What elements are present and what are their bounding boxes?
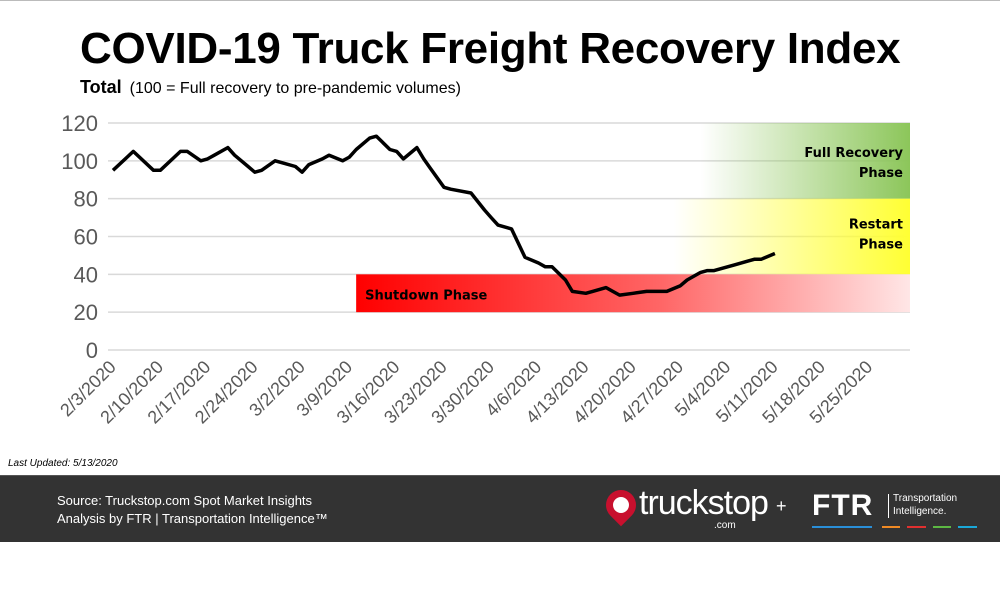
phase-label: Restart — [849, 218, 903, 233]
chart-title: COVID-19 Truck Freight Recovery Index — [80, 24, 901, 73]
phase-label: Full Recovery — [804, 146, 903, 161]
y-tick-label: 60 — [74, 225, 98, 250]
y-tick-label: 0 — [86, 338, 98, 363]
phase-band — [673, 198, 910, 275]
truckstop-logo: truckstop .com — [599, 483, 769, 532]
chart-subtitle: Total (100 = Full recovery to pre-pandemi… — [80, 77, 461, 98]
source-line-2: Analysis by FTR | Transportation Intelli… — [57, 511, 328, 526]
source-line-1: Source: Truckstop.com Spot Market Insigh… — [57, 493, 313, 508]
phase-label: Shutdown Phase — [365, 288, 487, 303]
ftr-divider — [888, 494, 889, 518]
footer-banner: Source: Truckstop.com Spot Market Insigh… — [0, 475, 1000, 542]
subtitle-text: (100 = Full recovery to pre-pandemic vol… — [129, 80, 461, 97]
ftr-color-bars — [812, 526, 977, 529]
ftr-bar — [812, 526, 872, 528]
truckstop-com: .com — [714, 520, 736, 531]
plus-sign: + — [776, 496, 787, 516]
ftr-tagline-2: Intelligence. — [893, 506, 947, 517]
ftr-tagline: Transportation Intelligence. — [893, 492, 957, 518]
ftr-bar — [907, 526, 926, 528]
y-tick-label: 20 — [74, 300, 98, 325]
y-tick-label: 80 — [74, 187, 98, 212]
phase-label: Phase — [859, 166, 903, 181]
subtitle-bold: Total — [80, 77, 122, 97]
map-pin-icon — [599, 483, 643, 527]
y-tick-label: 40 — [74, 262, 98, 287]
ftr-bar — [958, 526, 977, 528]
y-tick-label: 120 — [61, 111, 98, 136]
line-chart: Full Recovery Phase Restart Phase Shutdown P… — [56, 111, 910, 427]
phase-label: Phase — [859, 238, 903, 253]
ftr-tagline-1: Transportation — [893, 493, 958, 504]
phase-band — [700, 123, 910, 199]
truckstop-wordmark: truckstop — [639, 484, 769, 522]
ftr-bar — [932, 526, 952, 528]
ftr-logo: FTR — [812, 489, 874, 522]
ftr-bar — [881, 526, 901, 528]
y-tick-label: 100 — [61, 149, 98, 174]
top-border — [0, 0, 1000, 1]
last-updated: Last Updated: 5/13/2020 — [8, 458, 118, 469]
